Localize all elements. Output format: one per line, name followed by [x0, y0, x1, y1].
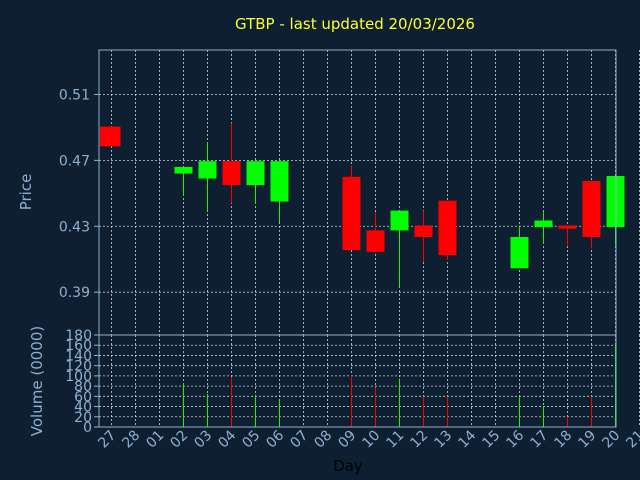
price-axis-label: Price	[17, 174, 35, 211]
candle-09	[342, 166, 361, 251]
candle-19	[582, 180, 601, 249]
volume-tick-label: 160	[65, 338, 92, 354]
candle-11	[390, 210, 409, 287]
candle-body	[222, 161, 241, 186]
volume-tick-label: 60	[74, 389, 92, 405]
volume-axis-label: Volume (0000)	[28, 326, 46, 436]
chart-title: GTBP - last updated 20/03/2026	[235, 15, 475, 33]
volume-plot-area	[99, 335, 616, 427]
candle-body	[510, 236, 529, 269]
candle-body	[246, 161, 265, 186]
price-y-ticks: 0.39 0.43 0.47 0.51	[59, 87, 99, 301]
price-panel: 0.39 0.43 0.47 0.51 Price	[17, 49, 640, 336]
candle-body	[414, 225, 433, 237]
price-tick-label: 0.43	[59, 219, 90, 235]
candle-16	[510, 225, 529, 269]
candle-body	[100, 126, 121, 147]
volume-tick-label: 120	[65, 359, 92, 375]
candle-body	[582, 180, 601, 237]
price-tick-label: 0.51	[59, 87, 90, 103]
volume-tick-label: 140	[65, 348, 92, 364]
candle-body	[534, 220, 553, 228]
candle-02	[174, 166, 193, 195]
candle-27	[100, 126, 121, 147]
candle-body	[270, 161, 289, 202]
volume-tick-label: 180	[65, 328, 92, 344]
candle-body	[390, 210, 409, 231]
volume-tick-label: 100	[65, 369, 92, 385]
candle-body	[198, 161, 217, 179]
candle-13	[438, 200, 457, 261]
candle-04	[222, 123, 241, 204]
candle-body	[438, 200, 457, 256]
volume-tick-label: 80	[74, 379, 92, 395]
volume-tick-label: 0	[83, 420, 92, 436]
price-tick-label: 0.47	[59, 153, 90, 169]
candle-body	[366, 230, 385, 252]
candle-17	[534, 212, 553, 244]
price-tick-label: 0.39	[59, 285, 90, 301]
volume-tick-label: 40	[74, 400, 92, 416]
volume-tick-label: 20	[74, 410, 92, 426]
candle-body	[174, 166, 193, 174]
candle-10	[366, 212, 385, 252]
candle-05	[246, 161, 265, 204]
candle-body	[558, 225, 577, 229]
candle-body	[342, 176, 361, 251]
candle-12	[414, 210, 433, 262]
candle-18	[558, 225, 577, 246]
x-axis-label: Day	[333, 457, 363, 475]
volume-frame	[98, 334, 617, 428]
candle-03	[198, 142, 217, 211]
candle-06	[270, 161, 289, 223]
